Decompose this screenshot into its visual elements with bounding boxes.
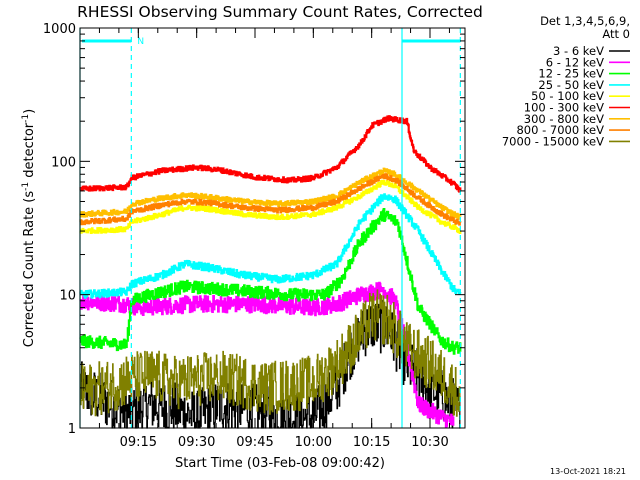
y-axis-label-end: ) xyxy=(22,109,37,114)
x-tick-label: 09:45 xyxy=(236,435,273,450)
series-line-6 xyxy=(79,167,462,220)
y-axis-label: Corrected Count Rate (s-1 detector-1) xyxy=(21,109,37,347)
y-tick-label: 1000 xyxy=(43,22,76,37)
x-tick-label: 09:30 xyxy=(178,435,215,450)
x-tick-label: 10:30 xyxy=(411,435,448,450)
x-tick-label: 10:00 xyxy=(295,435,332,450)
legend-label: 100 - 300 keV xyxy=(524,101,604,115)
series-line-8 xyxy=(79,289,461,417)
x-axis-label: Start Time (03-Feb-08 09:00:42) xyxy=(175,456,385,471)
legend-label: 6 - 12 keV xyxy=(546,55,604,69)
series-line-2 xyxy=(79,208,462,355)
legend-label: 800 - 7000 keV xyxy=(516,123,604,137)
legend-label: 12 - 25 keV xyxy=(538,67,604,81)
y-axis-label-mid: detector xyxy=(22,122,37,182)
y-tick-label: 100 xyxy=(51,155,76,170)
series-line-7 xyxy=(79,173,462,226)
series-line-1 xyxy=(79,281,455,429)
footer-date: 13-Oct-2021 18:21 xyxy=(550,467,626,476)
series-line-3 xyxy=(79,193,462,299)
legend-label: 300 - 800 keV xyxy=(524,112,604,126)
y-axis-label-sup2: -1 xyxy=(21,114,31,123)
legend-label: 7000 - 15000 keV xyxy=(502,134,604,148)
y-tick-label: 10 xyxy=(59,289,76,304)
chart-title: RHESSI Observing Summary Count Rates, Co… xyxy=(77,3,483,21)
x-tick-label: 10:15 xyxy=(353,435,390,450)
y-tick-label: 1 xyxy=(68,422,76,437)
x-tick-label: 09:15 xyxy=(120,435,157,450)
series-line-4 xyxy=(79,179,462,234)
legend-label: 50 - 100 keV xyxy=(531,89,604,103)
night-marker-label: N xyxy=(137,37,144,47)
legend-header-line: Att 0 xyxy=(602,27,630,41)
plot-frame xyxy=(79,27,466,429)
legend-label: 25 - 50 keV xyxy=(538,78,604,92)
series-line-5 xyxy=(79,115,462,193)
y-axis-label-sup1: -1 xyxy=(21,182,31,191)
legend-label: 3 - 6 keV xyxy=(553,44,604,58)
y-axis-label-main: Corrected Count Rate (s xyxy=(22,191,37,348)
plot-area: N 1 10 100 1000 09:15 09:30 09:45 10:00 10:15 10:3… xyxy=(43,22,466,450)
legend-header-line: Det 1,3,4,5,6,9, xyxy=(540,14,630,28)
